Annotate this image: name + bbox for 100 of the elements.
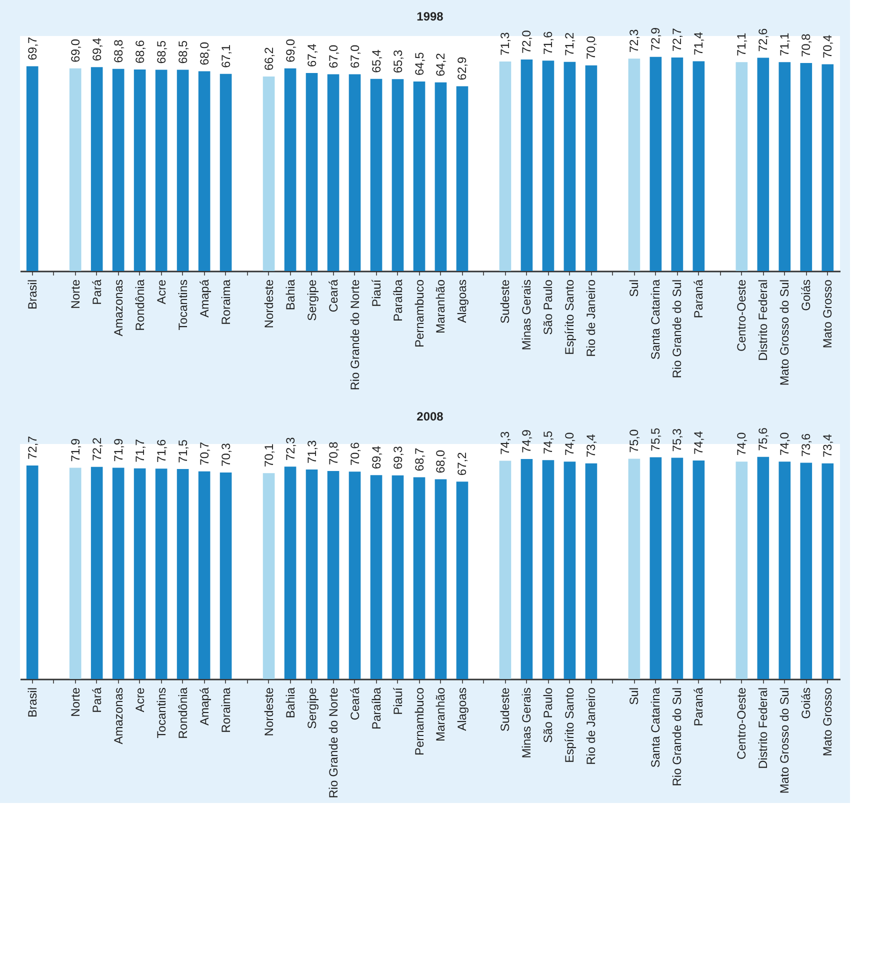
bar (198, 471, 210, 679)
data-label: 69,7 (25, 36, 40, 60)
x-tick-label: Pernambuco (412, 687, 426, 756)
x-tick-label: Paraná (692, 687, 706, 726)
bar (306, 73, 318, 271)
data-label: 73,4 (820, 434, 835, 458)
x-tick-label: Mato Grosso (820, 279, 835, 348)
bar (585, 65, 598, 271)
bar (348, 74, 361, 271)
x-tick-label: Ceará (348, 687, 362, 720)
x-tick-label: Ceará (326, 279, 340, 312)
x-tick-label: Espírito Santo (562, 687, 577, 763)
data-label: 73,4 (584, 434, 598, 458)
bar (434, 82, 447, 271)
x-tick-label: Tocantins (154, 688, 168, 738)
x-tick-label: Amapá (197, 279, 212, 318)
x-tick-label: Sudeste (498, 279, 512, 324)
x-tick-label: Maranhão (434, 279, 448, 334)
bar (520, 60, 533, 271)
data-label: 71,7 (132, 438, 147, 462)
data-label: 67,2 (455, 452, 470, 476)
bar (220, 74, 232, 271)
x-tick-label: Mato Grosso do Sul (778, 280, 792, 386)
bar (520, 458, 533, 679)
bar (134, 69, 146, 271)
bar (327, 471, 340, 679)
x-tick-label: Amapá (197, 687, 212, 726)
bar (456, 482, 468, 679)
bar (692, 460, 705, 679)
x-tick-label: Sul (627, 280, 642, 297)
x-tick-label: Pernambuco (412, 279, 426, 348)
bar (650, 457, 662, 679)
data-label: 67,0 (326, 44, 340, 68)
x-tick-label: Piauí (390, 686, 405, 715)
bar (822, 64, 834, 271)
data-label: 64,5 (412, 52, 426, 76)
data-label: 72,7 (670, 28, 684, 52)
data-label: 66,2 (262, 46, 276, 71)
data-label: 72,9 (648, 27, 663, 51)
bar (628, 458, 640, 679)
x-tick-label: Piauí (369, 278, 384, 307)
bar (413, 477, 426, 679)
bar (284, 466, 296, 679)
x-tick-label: São Paulo (541, 279, 556, 335)
x-tick-label: Rio Grande do Sul (670, 280, 684, 378)
bar (155, 70, 168, 271)
bar (112, 68, 124, 271)
data-label: 71,5 (176, 439, 190, 463)
x-tick-label: Norte (68, 687, 82, 717)
bar (822, 463, 834, 679)
x-tick-label: Alagoas (455, 280, 470, 323)
data-label: 70,8 (326, 441, 340, 466)
x-tick-label: Minas Gerais (520, 688, 534, 758)
bar (176, 70, 189, 271)
bar (499, 62, 512, 271)
x-tick-label: Santa Catarina (648, 279, 663, 360)
data-label: 71,3 (304, 440, 319, 464)
data-label: 69,0 (283, 38, 298, 62)
bar (220, 472, 232, 679)
data-label: 71,1 (734, 32, 749, 56)
data-label: 70,0 (584, 36, 598, 60)
x-tick-label: Rio de Janeiro (584, 687, 598, 765)
data-label: 74,4 (692, 430, 706, 454)
bar (176, 468, 189, 679)
x-tick-label: Paraíba (369, 687, 384, 730)
bar (778, 462, 791, 679)
x-tick-label: Bahia (283, 687, 298, 718)
bar (542, 460, 554, 679)
data-label: 72,0 (520, 30, 534, 54)
x-tick-label: Acre (154, 279, 168, 304)
data-label: 72,3 (627, 28, 642, 53)
data-label: 70,7 (197, 442, 212, 466)
bar (736, 62, 748, 271)
bar (650, 56, 662, 271)
data-label: 71,6 (154, 438, 168, 463)
bar (198, 71, 210, 271)
data-label: 72,3 (283, 436, 298, 461)
data-label: 68,8 (111, 39, 126, 63)
data-label: 74,9 (520, 429, 534, 453)
chart-title: 2008 (416, 410, 444, 424)
x-tick-label: São Paulo (541, 687, 556, 743)
data-label: 70,6 (348, 442, 362, 466)
data-label: 75,3 (670, 428, 684, 452)
x-tick-label: Roraima (218, 279, 233, 325)
data-label: 62,9 (455, 56, 470, 80)
bar (736, 462, 748, 679)
x-tick-label: Nordeste (262, 279, 276, 328)
data-label: 70,4 (820, 34, 835, 58)
bar (392, 475, 404, 679)
data-label: 72,6 (756, 28, 770, 52)
x-tick-label: Sul (627, 688, 642, 705)
bar (69, 68, 82, 271)
x-tick-label: Sergipe (304, 279, 319, 321)
data-label: 70,1 (262, 443, 276, 468)
bar (757, 58, 770, 271)
data-label: 72,2 (90, 437, 104, 461)
data-label: 67,4 (304, 43, 319, 68)
x-tick-label: Bahia (283, 279, 298, 310)
x-tick-label: Rio Grande do Norte (348, 279, 362, 390)
data-label: 64,2 (434, 52, 448, 76)
